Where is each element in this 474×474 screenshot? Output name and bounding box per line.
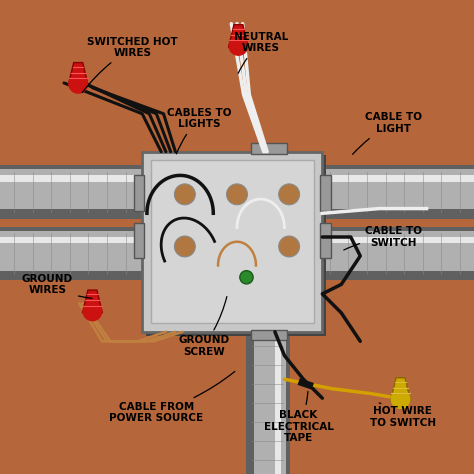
Text: CABLE TO
LIGHT: CABLE TO LIGHT [353,112,422,155]
Text: CABLE TO
SWITCH: CABLE TO SWITCH [344,226,422,250]
Circle shape [279,236,300,257]
Circle shape [174,236,195,257]
Circle shape [240,271,253,284]
Text: CABLE FROM
POWER SOURCE: CABLE FROM POWER SOURCE [109,372,235,423]
Bar [0,175,474,182]
Polygon shape [68,63,88,85]
Text: GROUND
WIRES: GROUND WIRES [22,273,92,298]
Bar [146,155,326,336]
Bar [275,332,281,474]
Bar [320,175,331,211]
Bar [0,237,474,243]
Bar [0,165,474,219]
Bar [151,160,314,323]
Bar [0,169,474,215]
Bar [320,223,331,258]
Circle shape [391,389,410,409]
Bar [250,332,254,474]
Circle shape [68,74,88,94]
Bar [0,209,474,215]
Polygon shape [228,25,248,47]
Text: NEUTRAL
WIRES: NEUTRAL WIRES [234,32,288,73]
Text: SWITCHED HOT
WIRES: SWITCHED HOT WIRES [82,36,178,92]
Bar [250,332,286,474]
Text: CABLES TO
LIGHTS: CABLES TO LIGHTS [167,108,231,154]
Bar [246,332,290,474]
Bar [134,175,144,211]
Bar [251,330,287,340]
Circle shape [228,36,248,56]
Circle shape [82,301,102,321]
Bar [0,271,474,276]
Bar [0,231,474,276]
Text: HOT WIRE
TO SWITCH: HOT WIRE TO SWITCH [370,403,436,428]
Circle shape [279,184,300,205]
Circle shape [174,184,195,205]
Text: GROUND
SCREW: GROUND SCREW [178,297,229,357]
Circle shape [227,184,247,205]
Bar [142,152,322,332]
Bar [251,143,287,154]
Bar [134,223,144,258]
Polygon shape [82,290,102,313]
Text: BLACK
ELECTRICAL
TAPE: BLACK ELECTRICAL TAPE [264,392,334,443]
Bar [0,227,474,280]
Polygon shape [391,378,410,401]
